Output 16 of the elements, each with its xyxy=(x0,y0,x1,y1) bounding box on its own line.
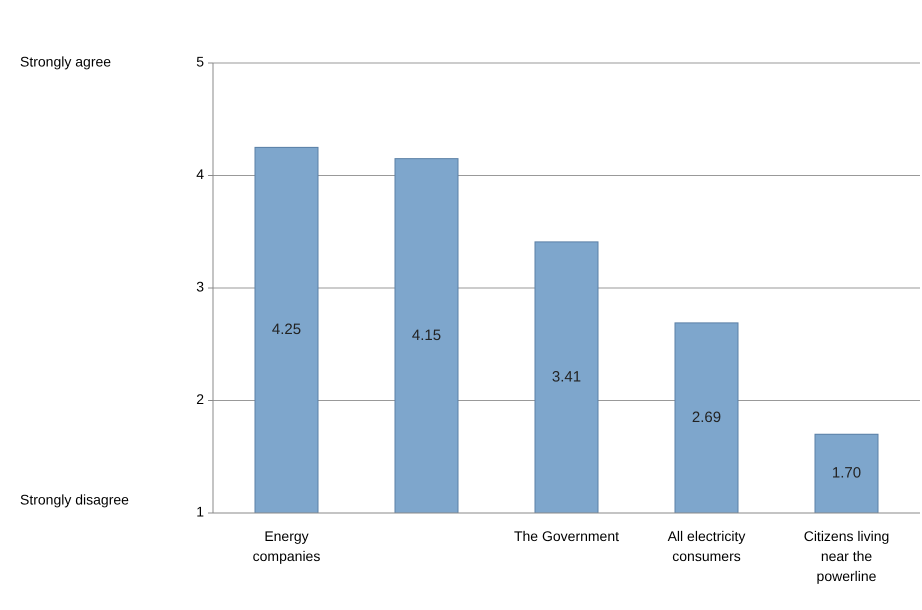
y-tick-label: 5 xyxy=(196,54,204,70)
x-tick-label: Citizens living near the powerline xyxy=(804,528,890,584)
text: Strongly agree xyxy=(20,54,112,70)
data-label: 4.25 xyxy=(272,321,302,338)
data-label: 2.69 xyxy=(692,408,722,426)
text: Strongly disagree xyxy=(20,492,130,508)
x-tick-label: The Government xyxy=(514,528,620,544)
data-label: 3.41 xyxy=(552,368,582,386)
y-tick-label: 1 xyxy=(196,504,204,520)
y-tick-label: 2 xyxy=(196,391,204,408)
y-tick-label: 4 xyxy=(196,166,204,182)
y-tick-label: 3 xyxy=(196,278,204,295)
data-label: 4.15 xyxy=(412,326,442,344)
x-tick-label: Energy companies xyxy=(252,528,320,564)
x-tick-label: All electricity consumers xyxy=(668,528,746,564)
data-label: 1.70 xyxy=(832,464,862,482)
